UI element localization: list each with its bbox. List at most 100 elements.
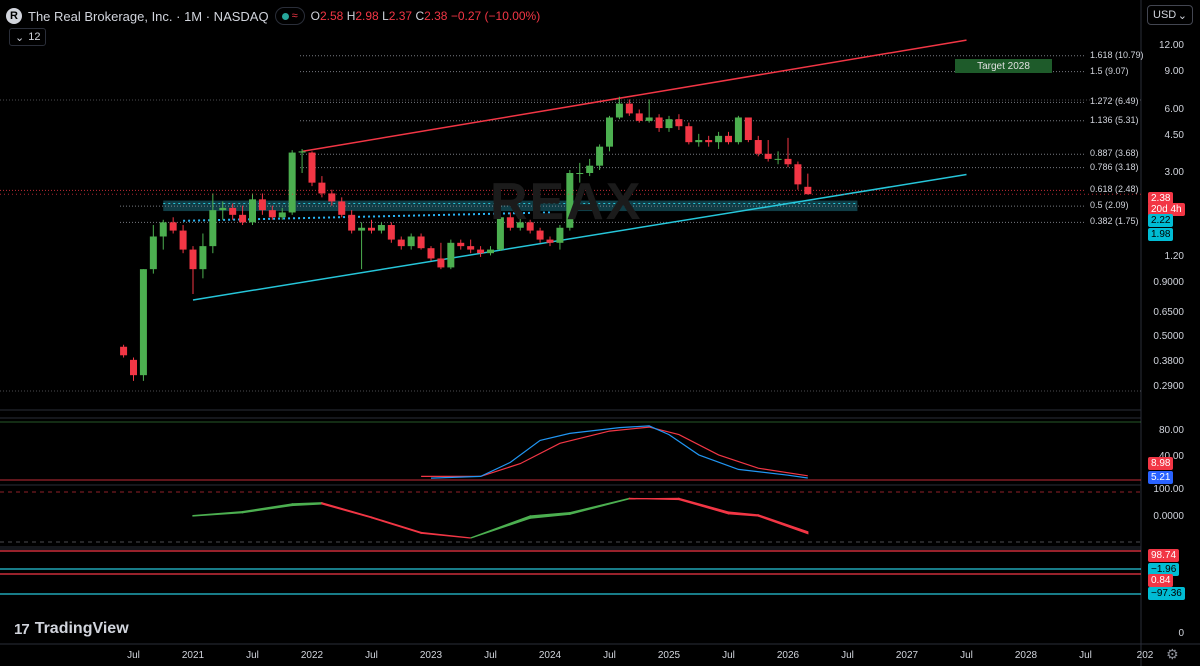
time-axis-label: Jul [841, 650, 854, 661]
candle-body [258, 199, 266, 211]
time-axis-label: Jul [246, 650, 259, 661]
currency-value: USD [1153, 9, 1177, 21]
time-axis-label: 2027 [895, 650, 919, 661]
candle-body [447, 242, 455, 268]
price-axis-label: 0.9000 [1153, 277, 1184, 289]
symbol-title[interactable]: The Real Brokerage, Inc. · 1M · NASDAQ [28, 8, 269, 24]
candle-body [159, 222, 167, 237]
fib-level-label: 1.272 (6.49) [1090, 96, 1139, 107]
time-axis-label: 2025 [657, 650, 681, 661]
tradingview-wordmark: TradingView [34, 620, 129, 637]
candle-body [427, 248, 435, 259]
candle-body [546, 239, 554, 243]
osc1-axis-40: 40.00 [1159, 451, 1184, 462]
candle-body [179, 230, 187, 250]
market-status-badge[interactable]: ≈ [274, 7, 305, 25]
candle-body [615, 103, 623, 118]
indicators-collapse-button[interactable]: ⌄ 12 [9, 28, 47, 46]
last-price-tag: 2.38 [1148, 192, 1174, 205]
candle-body [278, 212, 286, 218]
candle-body [695, 140, 703, 143]
market-open-dot-icon [281, 12, 289, 20]
osc3-tag-3: 0.84 [1148, 574, 1174, 587]
fib-level-label: 0.5 (2.09) [1090, 200, 1129, 211]
candle-body [725, 135, 732, 143]
candle-body [586, 165, 594, 173]
candle-body [705, 140, 713, 143]
candle-body [665, 119, 673, 129]
candle-body [229, 207, 237, 215]
fib-level-label: 0.618 (2.48) [1090, 184, 1139, 195]
candle-body [338, 201, 346, 215]
time-axis-label: Jul [365, 650, 378, 661]
trendline-upper [301, 39, 967, 153]
zone-low-tag: 1.98 [1148, 228, 1174, 241]
price-axis-label: 0.3800 [1153, 356, 1184, 368]
price-axis-label: 3.00 [1164, 167, 1184, 178]
tradingview-logo[interactable]: 17 TradingView [14, 620, 129, 638]
candle-body [249, 199, 256, 223]
change-value: −0.27 (−10.00%) [450, 9, 541, 23]
candle-body [655, 117, 663, 129]
candle-body [417, 236, 425, 249]
price-axis-label: 6.00 [1164, 103, 1184, 115]
symbol-watermark: REAX [490, 173, 643, 231]
low-value: 2.37 [388, 9, 413, 23]
high-value: 2.98 [355, 9, 379, 23]
time-axis-label: 2026 [776, 650, 800, 661]
candle-body [219, 207, 227, 211]
price-axis-label: 4.50 [1164, 129, 1184, 141]
price-axis-label: 0.6500 [1153, 307, 1184, 319]
chevron-down-icon: ⌄ [1177, 9, 1187, 22]
candle-body [467, 246, 475, 250]
osc2-ribbon-segment [420, 531, 471, 539]
candle-body [348, 214, 356, 231]
candle-body [774, 158, 782, 160]
candle-body [139, 269, 147, 376]
candle-body [496, 217, 504, 250]
ohlc-values: O2.58 H2.98 L2.37 C2.38 −0.27 (−10.00%) [310, 9, 541, 23]
currency-select[interactable]: USD ⌄ [1147, 5, 1193, 25]
candle-body [169, 222, 177, 231]
candle-body [576, 173, 584, 174]
candle-body [715, 135, 723, 143]
target-annotation[interactable]: Target 2028 [955, 59, 1052, 73]
osc1-axis-80: 80.00 [1158, 425, 1184, 436]
candle-body [209, 210, 217, 247]
time-axis-label: 2023 [419, 650, 443, 661]
zone-high-tag: 2.22 [1148, 214, 1174, 227]
time-axis-label: Jul [484, 650, 497, 661]
fib-level-label: 0.887 (3.68) [1090, 148, 1139, 159]
candle-body [189, 249, 197, 270]
candle-body [377, 225, 385, 231]
candle-body [734, 117, 742, 143]
candle-body [516, 222, 524, 228]
candle-body [397, 239, 405, 247]
candle-body [506, 217, 514, 228]
osc3-tag-2: −1.96 [1148, 563, 1180, 576]
candle-body [457, 242, 465, 247]
legend-row: R The Real Brokerage, Inc. · 1M · NASDAQ… [6, 6, 540, 26]
candle-body [536, 230, 544, 240]
candle-body [645, 117, 653, 121]
candle-body [130, 359, 137, 376]
candle-body [566, 173, 574, 228]
osc1-red-tag: 8.98 [1148, 457, 1174, 470]
osc1-blue-line [430, 425, 808, 479]
candle-body [477, 249, 485, 254]
time-axis-label: Jul [960, 650, 973, 661]
gear-icon[interactable]: ⚙ [1166, 646, 1179, 662]
candle-body [268, 210, 276, 218]
close-value: 2.38 [424, 9, 448, 23]
candle-body [784, 158, 792, 165]
price-axis-label: 0.5000 [1153, 331, 1184, 343]
candle-body [318, 182, 326, 194]
candle-body [288, 152, 296, 213]
candle-body [804, 186, 812, 195]
candle-body [606, 117, 613, 147]
candle-body [437, 258, 445, 268]
price-axis-label: 12.00 [1158, 40, 1184, 52]
osc2-axis-0: 0.0000 [1153, 511, 1184, 522]
time-axis-label: Jul [722, 650, 735, 661]
